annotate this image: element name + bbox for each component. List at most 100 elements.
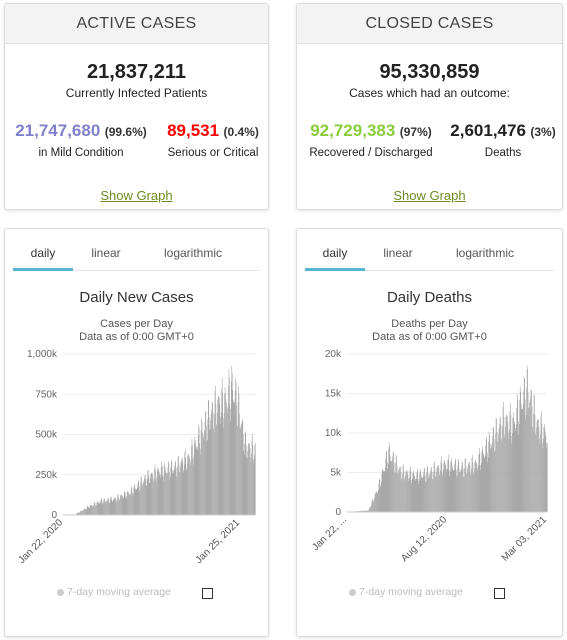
bar xyxy=(76,513,78,515)
legend-checkbox[interactable] xyxy=(494,588,505,599)
bar xyxy=(248,443,249,515)
bar xyxy=(488,441,489,512)
tab-daily[interactable]: daily xyxy=(305,239,365,271)
bar xyxy=(106,501,107,515)
bar xyxy=(532,426,533,512)
bar xyxy=(380,485,381,512)
bar xyxy=(159,472,160,515)
tab-linear[interactable]: linear xyxy=(91,246,121,260)
tab-daily[interactable]: daily xyxy=(13,239,73,271)
active-cases-total: 21,837,211 xyxy=(87,61,186,83)
bar xyxy=(490,448,491,512)
bar xyxy=(484,458,486,512)
bar xyxy=(447,454,449,512)
bar xyxy=(521,409,523,512)
bar xyxy=(117,494,119,515)
tab-logarithmic[interactable]: logarithmic xyxy=(455,246,515,260)
bar xyxy=(194,436,196,515)
bar xyxy=(431,467,432,512)
bar xyxy=(159,477,161,515)
bar xyxy=(183,470,184,515)
bar xyxy=(197,435,199,515)
bar xyxy=(526,387,527,512)
closed-show-graph-link[interactable]: Show Graph xyxy=(393,188,466,203)
bar xyxy=(527,391,529,512)
bar xyxy=(512,417,514,512)
legend-label: 7-day moving average xyxy=(67,586,171,598)
tab-linear[interactable]: linear xyxy=(383,246,413,260)
bar xyxy=(451,466,453,512)
bar xyxy=(112,501,114,515)
bar xyxy=(188,455,190,515)
bar xyxy=(246,457,247,515)
bar xyxy=(78,512,79,515)
bar xyxy=(434,469,436,512)
bar xyxy=(192,458,194,515)
bar xyxy=(147,479,148,515)
x-tick-label: Jan 25, 2021 xyxy=(194,517,243,566)
bar xyxy=(472,454,473,512)
bar xyxy=(240,425,242,515)
bar xyxy=(252,444,254,515)
bar xyxy=(224,387,226,515)
bar xyxy=(496,431,498,512)
bar xyxy=(137,480,139,515)
bar xyxy=(543,427,545,512)
bar xyxy=(126,492,128,515)
bar xyxy=(93,503,95,515)
bar xyxy=(463,476,465,512)
bar xyxy=(198,427,200,515)
moving-average-legend[interactable]: 7-day moving average xyxy=(349,586,463,598)
bar xyxy=(170,467,172,515)
bar xyxy=(502,426,503,512)
bar xyxy=(377,492,378,512)
bar xyxy=(150,474,151,515)
bar xyxy=(115,501,117,515)
bar xyxy=(523,391,524,512)
bar xyxy=(105,501,106,515)
y-tick-label: 500k xyxy=(35,430,58,441)
bar xyxy=(206,425,207,515)
bar xyxy=(541,424,543,512)
recovered-value: 92,729,383 xyxy=(310,121,396,140)
bar xyxy=(116,498,118,515)
bar xyxy=(523,376,525,512)
bar xyxy=(216,426,218,515)
bar xyxy=(108,497,109,515)
bar xyxy=(153,482,154,515)
bar xyxy=(164,462,165,515)
bar xyxy=(177,466,178,515)
bar xyxy=(465,466,467,512)
bar xyxy=(156,481,157,515)
bar xyxy=(115,498,116,515)
bar xyxy=(223,427,224,515)
bar xyxy=(431,472,433,512)
bar xyxy=(394,472,396,512)
bar xyxy=(178,464,180,515)
bar xyxy=(380,487,382,512)
bar xyxy=(184,452,186,515)
bar xyxy=(447,460,449,512)
bar xyxy=(466,473,467,512)
bar xyxy=(413,470,414,512)
bar xyxy=(119,498,121,515)
tab-logarithmic[interactable]: logarithmic xyxy=(163,246,223,260)
y-tick-label: 5k xyxy=(330,468,342,479)
deaths-label: Deaths xyxy=(484,147,522,159)
bar xyxy=(221,388,222,515)
moving-average-legend[interactable]: 7-day moving average xyxy=(57,586,171,598)
legend-checkbox[interactable] xyxy=(202,588,213,599)
bar xyxy=(361,510,362,512)
bar xyxy=(421,477,423,512)
y-tick-label: 20k xyxy=(325,349,342,360)
bar xyxy=(208,400,210,515)
bar xyxy=(235,378,236,515)
bar xyxy=(445,463,446,512)
bar xyxy=(134,485,136,515)
bar xyxy=(480,464,481,512)
active-show-graph-link[interactable]: Show Graph xyxy=(100,188,173,203)
bar xyxy=(134,484,135,515)
bar xyxy=(516,407,518,512)
bar xyxy=(243,434,244,515)
bar xyxy=(412,472,414,512)
